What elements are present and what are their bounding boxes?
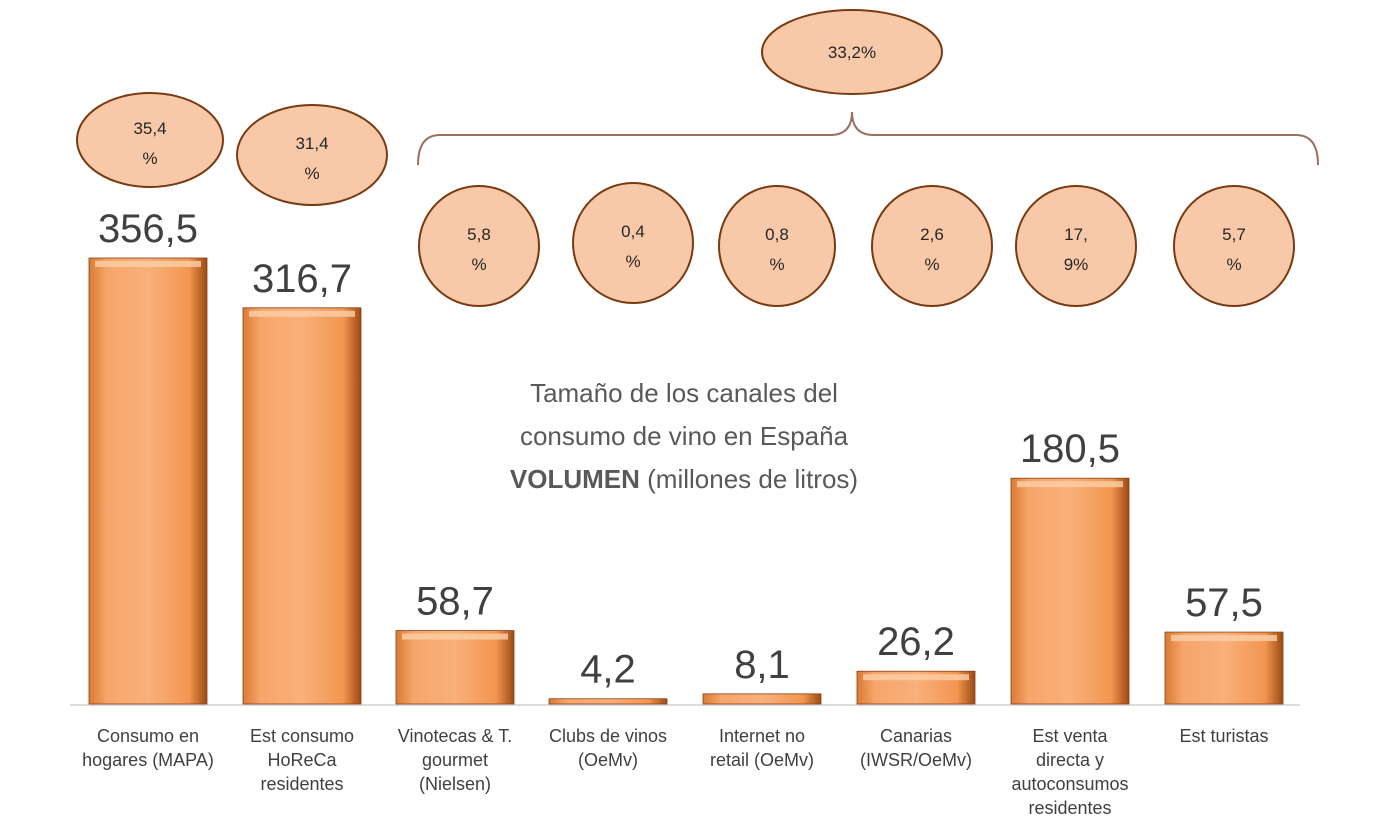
share-bubble [76,92,224,188]
share-label: 35,4 [133,119,166,138]
group-share-bubble [761,9,943,95]
share-label: % [769,255,784,274]
title-suffix: (millones de litros) [640,464,858,494]
category-label: directa y [1036,750,1104,770]
share-label: % [625,252,640,271]
chart-title-line-2: consumo de vino en España [520,421,849,451]
share-label: 9% [1064,255,1089,274]
bar-highlight [402,633,508,640]
share-label: 5,7 [1222,225,1246,244]
category-label: residentes [1028,798,1111,818]
share-label: % [924,255,939,274]
bar-3 [548,698,668,705]
group-brace [417,111,1319,166]
share-label: 31,4 [295,134,328,153]
category-label: Vinotecas & T. [398,726,512,746]
share-bubble [236,104,388,206]
bar-highlight [863,674,969,681]
share-label: % [471,255,486,274]
share-label: % [1226,255,1241,274]
category-label: retail (OeMv) [710,750,814,770]
category-label: Internet no [719,726,805,746]
share-bubble [572,182,694,304]
value-label: 180,5 [1020,427,1120,471]
share-bubble [418,185,540,307]
value-label: 4,2 [580,648,636,692]
category-label: Est turistas [1179,726,1268,746]
share-bubble [871,185,993,307]
category-label: (OeMv) [578,750,638,770]
bar-0 [88,257,208,705]
title-bold: VOLUMEN [510,464,640,494]
category-label: hogares (MAPA) [82,750,214,770]
share-bubble [718,185,836,307]
category-label: (IWSR/OeMv) [860,750,972,770]
category-label: (Nielsen) [419,774,491,794]
bar-highlight [1171,635,1277,642]
value-label: 26,2 [877,620,955,664]
category-label: HoReCa [267,750,337,770]
category-label: residentes [260,774,343,794]
bar-highlight [249,310,355,317]
category-label: Est venta [1032,726,1108,746]
share-label: % [142,149,157,168]
group-share-label: 33,2% [828,43,876,62]
share-bubble [1015,185,1137,307]
bar-highlight [95,261,201,267]
share-label: 0,4 [621,222,645,241]
value-label: 58,7 [416,580,494,624]
value-label: 356,5 [98,207,198,251]
category-label: Clubs de vinos [549,726,667,746]
value-label: 8,1 [734,643,790,687]
category-label: Consumo en [97,726,199,746]
bar-4 [702,693,822,705]
value-label: 316,7 [252,257,352,301]
share-label: % [304,164,319,183]
share-bubble [1173,185,1295,307]
bar-2 [395,630,515,705]
share-label: 5,8 [467,225,491,244]
bar-7 [1164,631,1284,705]
share-label: 0,8 [765,225,789,244]
bar-1 [242,307,362,705]
share-label: 17, [1064,225,1088,244]
category-label: Est consumo [250,726,354,746]
chart-title-line-3: VOLUMEN (millones de litros) [510,464,858,494]
share-label: 2,6 [920,225,944,244]
category-label: gourmet [422,750,488,770]
value-label: 57,5 [1185,581,1263,625]
bar-highlight [1017,481,1123,488]
bar-6 [1010,477,1130,705]
category-label: Canarias [880,726,952,746]
category-label: autoconsumos [1011,774,1128,794]
chart-title-line-1: Tamaño de los canales del [530,378,838,408]
